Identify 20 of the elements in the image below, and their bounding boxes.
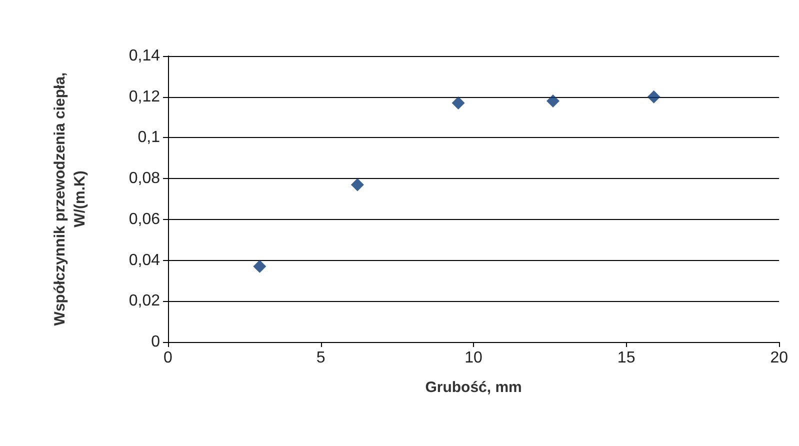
x-tick-label: 0 (164, 350, 173, 366)
y-tick-label: 0,12 (128, 88, 160, 106)
y-tick-label: 0,08 (128, 170, 160, 188)
point (546, 94, 560, 108)
y-axis-title: Współczynnik przewodzenia ciepła, W/(m.K) (52, 72, 88, 326)
x-tick-label: 15 (617, 350, 636, 366)
y-tick-label: 0,06 (128, 210, 160, 228)
y-tick-label: 0,1 (138, 129, 160, 146)
y-tick-label: 0,02 (128, 292, 160, 310)
y-tick-label: 0 (151, 334, 160, 350)
point (350, 178, 364, 192)
x-axis-title: Grubość, mm (425, 379, 522, 396)
point (253, 260, 266, 273)
x-tick-label: 5 (316, 350, 326, 366)
y-tick-label: 0,04 (128, 252, 160, 269)
x-tick-label: 20 (770, 350, 788, 366)
y-tick-label: 0,14 (128, 48, 160, 64)
point (647, 90, 660, 104)
point (452, 96, 465, 110)
x-tick-label: 10 (464, 350, 483, 366)
